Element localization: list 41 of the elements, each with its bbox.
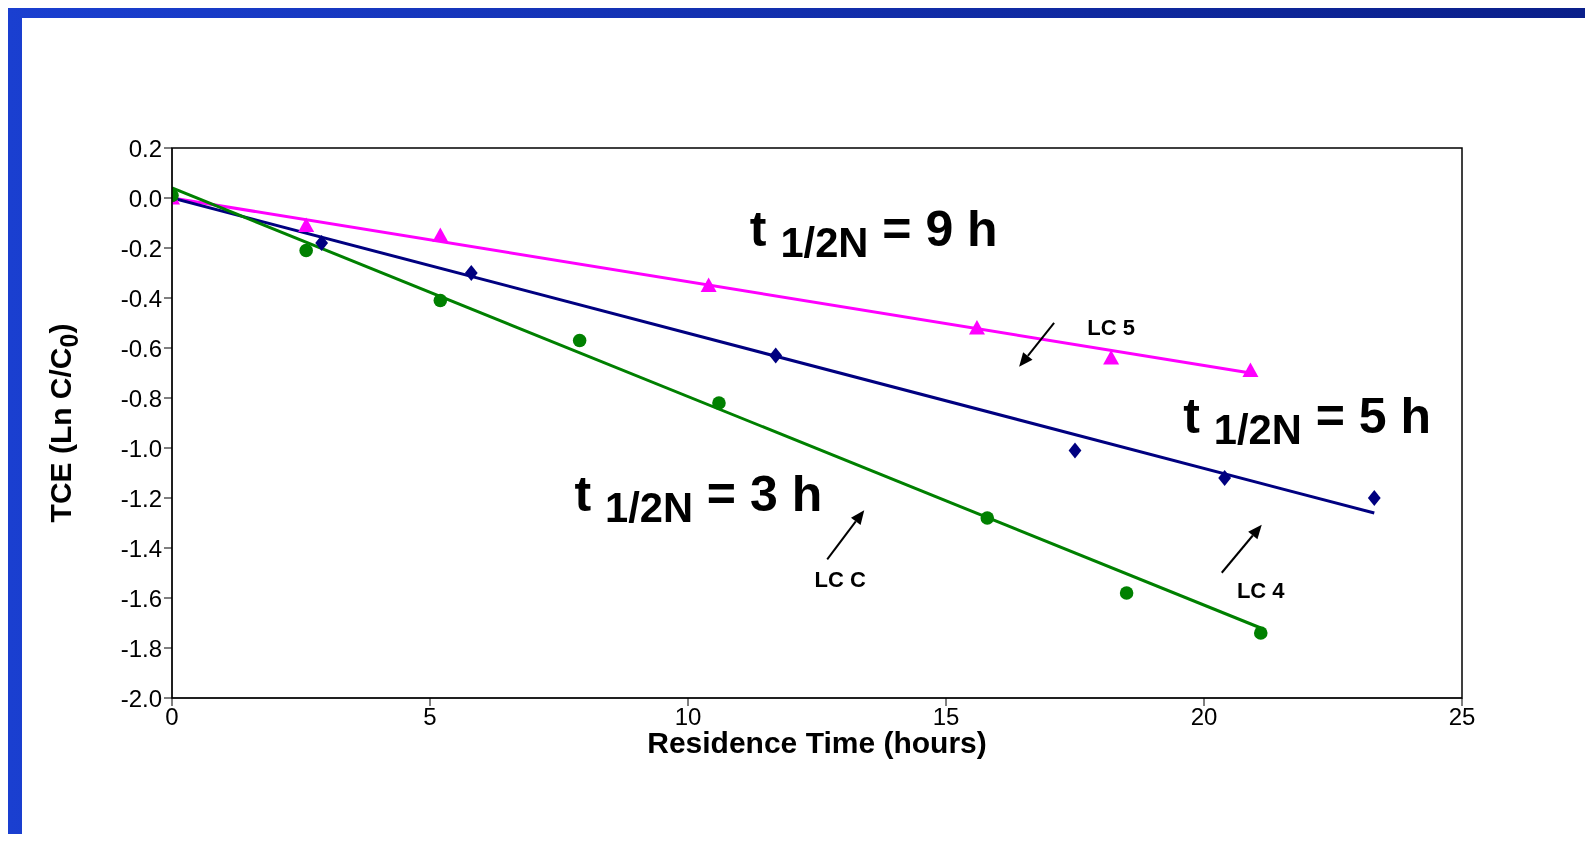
- y-tick-label: -2.0: [120, 684, 162, 712]
- point: [980, 511, 995, 525]
- point: [700, 277, 717, 292]
- y-tick-label: 0.0: [128, 184, 162, 212]
- y-tick-label: -1.4: [120, 534, 162, 562]
- annotation: t $_{1/2N}$ = 3 h: [574, 464, 823, 532]
- point: [1242, 362, 1259, 377]
- point: [1218, 470, 1232, 486]
- point: [1119, 586, 1134, 600]
- point: [298, 217, 315, 232]
- annotation: LC C: [814, 567, 866, 594]
- point: [968, 320, 985, 335]
- point: [1103, 350, 1120, 365]
- point: [433, 293, 448, 308]
- y-tick-label: -0.2: [120, 234, 162, 262]
- annotation: LC 4: [1236, 577, 1285, 604]
- point: [769, 347, 783, 364]
- x-tick-label: 0: [165, 703, 179, 731]
- y-tick-label: -1.6: [120, 584, 162, 612]
- x-tick-label: 25: [1448, 703, 1476, 731]
- point: [1253, 626, 1268, 640]
- point: [712, 396, 726, 410]
- y-tick-label: -1.8: [120, 634, 162, 662]
- point: [315, 235, 329, 251]
- x-tick-label: 5: [423, 703, 437, 731]
- x-tick-label: 20: [1190, 703, 1218, 731]
- annotation: t $_{1/2N}$ = 9 h: [749, 199, 998, 267]
- point: [572, 333, 587, 348]
- y-tick-label: -0.8: [120, 384, 162, 412]
- y-tick-label: -1.0: [120, 434, 162, 462]
- point: [1367, 490, 1381, 506]
- y-tick-label: -0.6: [120, 334, 162, 362]
- point: [464, 265, 478, 281]
- y-tick-label: -0.4: [120, 284, 162, 312]
- point: [1068, 442, 1082, 459]
- annotation: t $_{1/2N}$ = 5 h: [1183, 386, 1432, 454]
- point: [299, 243, 313, 258]
- y-tick-label: 0.2: [128, 134, 162, 162]
- y-tick-label: -1.2: [120, 484, 162, 512]
- point: [432, 227, 449, 242]
- annotation: LC 5: [1087, 314, 1135, 341]
